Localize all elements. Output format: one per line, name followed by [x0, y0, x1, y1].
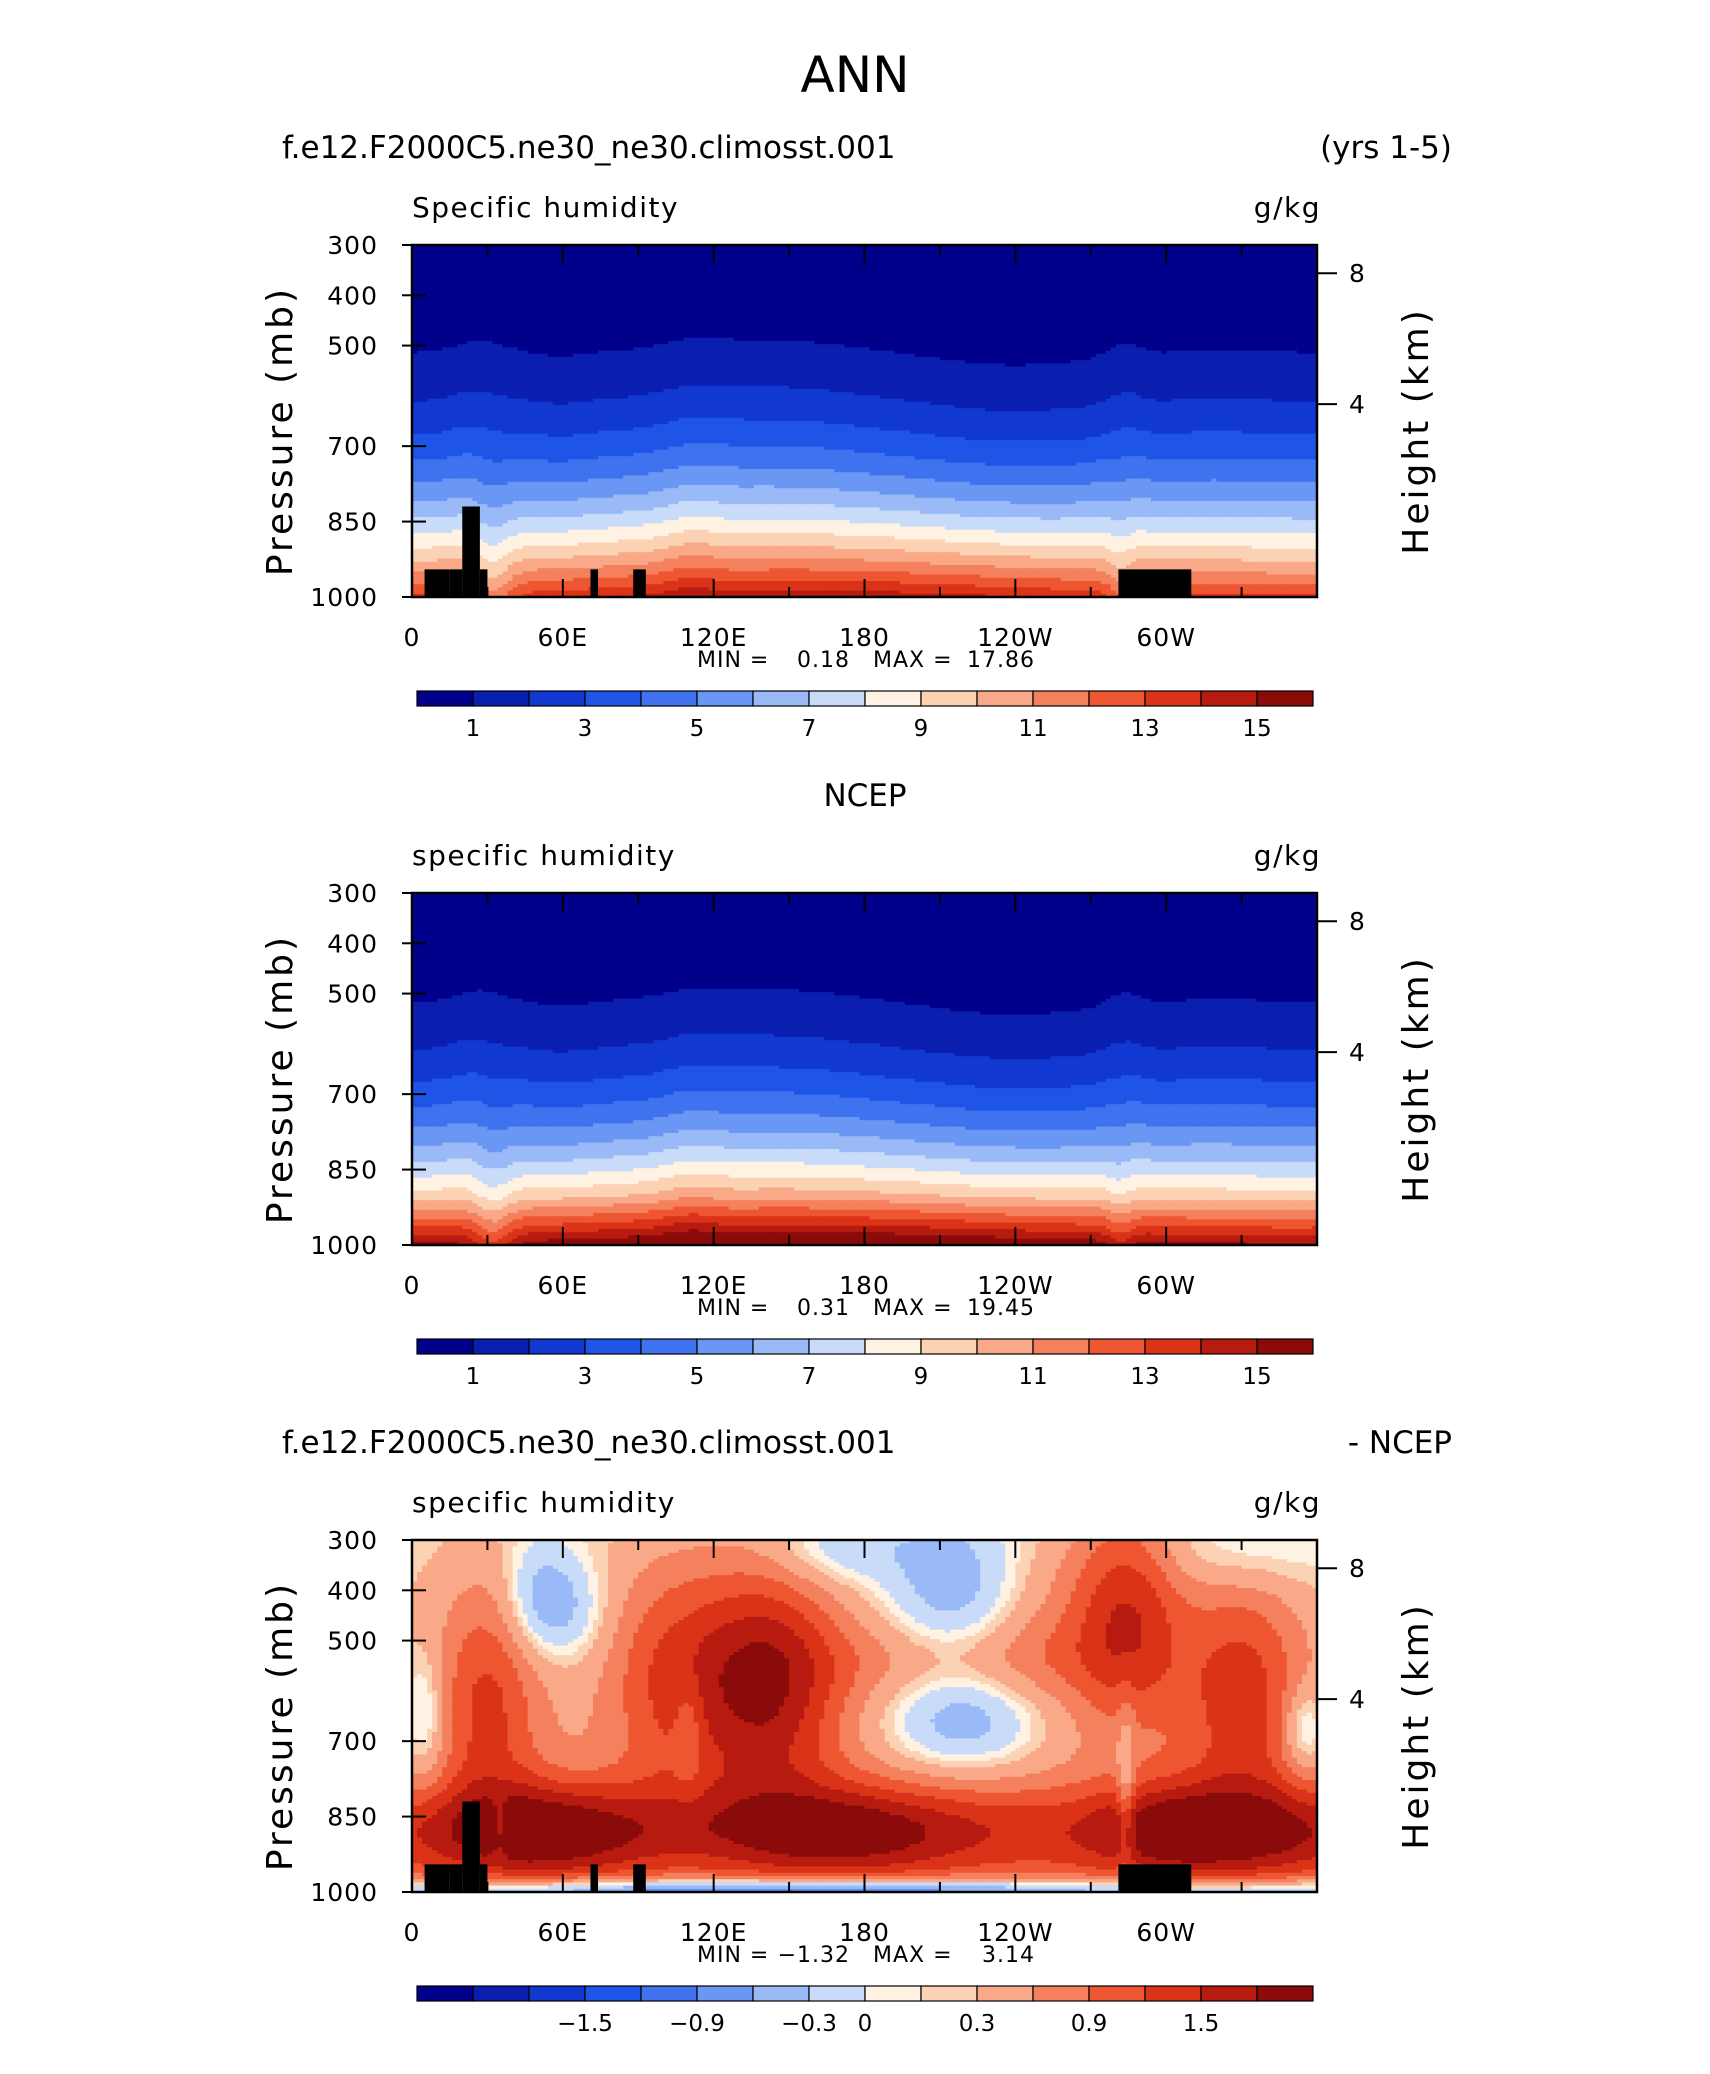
contour-field	[412, 245, 1318, 598]
panel-header-left: f.e12.F2000C5.ne30_ne30.climosst.001	[282, 130, 895, 166]
panel-subtitle: Specific humidity	[412, 191, 679, 224]
figure-title: ANN	[800, 46, 909, 104]
panel-units: g/kg	[1254, 191, 1321, 224]
panel-header-right: (yrs 1-5)	[1320, 130, 1452, 166]
panel-1: f.e12.F2000C5.ne30_ne30.climosst.001 (yrs…	[260, 130, 1452, 742]
